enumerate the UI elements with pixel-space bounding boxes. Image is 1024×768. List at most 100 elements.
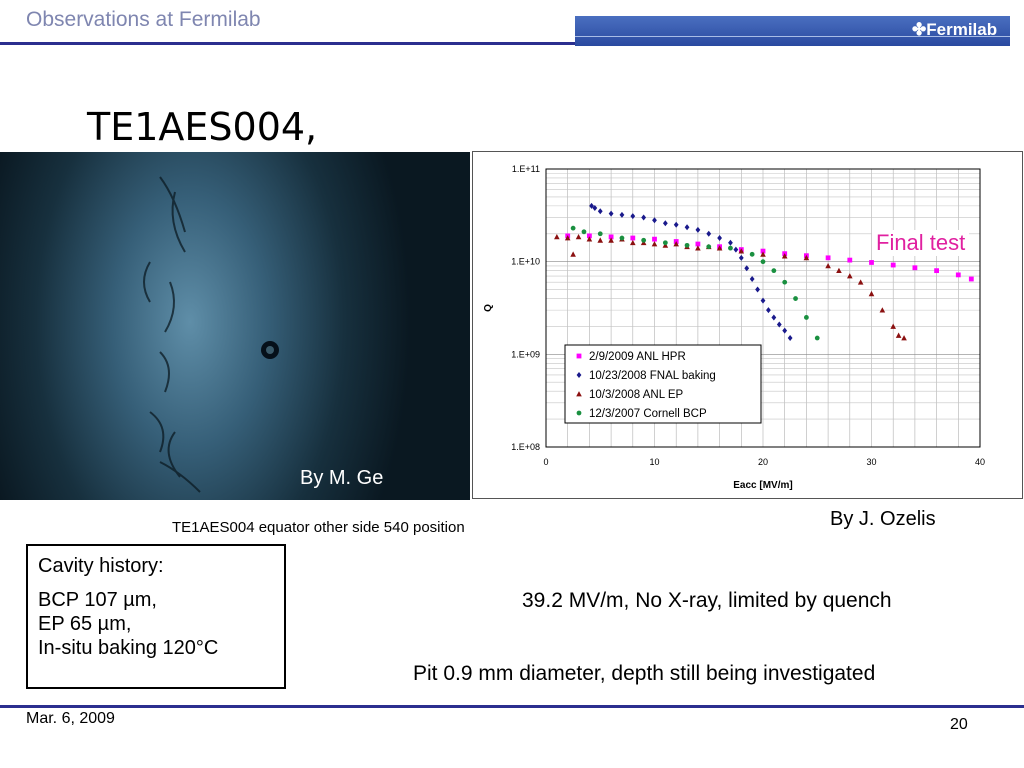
y-tick-label: 1.E+09 xyxy=(511,349,540,359)
data-point xyxy=(619,235,625,241)
cavity-photo-graphic xyxy=(143,176,279,493)
y-tick-label: 1.E+10 xyxy=(511,257,540,267)
data-point xyxy=(728,245,733,251)
data-point xyxy=(760,251,766,257)
data-point xyxy=(890,262,896,268)
chart-svg: 1.E+08 1.E+09 1.E+10 1.E+11 0 10 20 30 40 Eacc … xyxy=(483,164,985,491)
data-point xyxy=(787,335,793,342)
data-point xyxy=(641,237,647,243)
data-point xyxy=(706,230,712,237)
data-point xyxy=(901,335,907,341)
data-point xyxy=(895,332,902,338)
x-tick-label: 40 xyxy=(975,457,985,467)
data-point xyxy=(651,241,658,247)
data-point xyxy=(968,276,974,282)
data-point xyxy=(890,323,896,329)
data-point xyxy=(749,276,755,283)
data-point xyxy=(608,237,614,243)
data-point xyxy=(695,245,701,251)
data-point xyxy=(717,235,722,242)
chart-credit: By J. Ozelis xyxy=(830,508,936,530)
data-point xyxy=(836,267,842,274)
history-heading: Cavity history: xyxy=(38,555,164,577)
data-point xyxy=(760,297,766,304)
data-point xyxy=(652,236,657,242)
data-point xyxy=(564,235,571,241)
data-point xyxy=(912,265,918,271)
data-point xyxy=(587,233,592,239)
data-point xyxy=(782,327,788,334)
page-number: 20 xyxy=(950,716,968,733)
data-point xyxy=(673,221,679,228)
data-point xyxy=(760,259,766,265)
legend-entry: 12/3/2007 Cornell BCP xyxy=(589,408,707,420)
data-point xyxy=(554,234,560,240)
data-point xyxy=(934,268,939,274)
data-point xyxy=(575,234,582,240)
data-point xyxy=(662,220,668,227)
y-tick-label: 1.E+11 xyxy=(512,164,540,174)
data-point xyxy=(803,254,810,261)
data-point xyxy=(771,268,777,274)
data-point xyxy=(695,241,701,247)
x-tick-label: 30 xyxy=(866,457,876,467)
data-point xyxy=(619,211,625,218)
gradient-note: 39.2 MV/m, No X-ray, limited by quench xyxy=(522,589,892,612)
plot-area-frame xyxy=(545,168,981,448)
y-axis-label: Q xyxy=(483,304,494,312)
data-point xyxy=(771,314,777,321)
history-line: EP 65 µm, xyxy=(38,613,132,635)
data-point xyxy=(847,273,853,279)
data-point xyxy=(879,307,886,313)
footer-date: Mar. 6, 2009 xyxy=(26,710,115,727)
data-point xyxy=(630,213,636,220)
data-point xyxy=(814,335,820,341)
data-point xyxy=(716,245,723,251)
data-point xyxy=(793,296,798,301)
legend-marker xyxy=(576,372,582,378)
data-point xyxy=(673,241,679,247)
pit-note: Pit 0.9 mm diameter, depth still being i… xyxy=(413,662,876,685)
legend-entry: 10/23/2008 FNAL baking xyxy=(589,370,716,382)
data-point xyxy=(630,235,636,241)
header-title: Observations at Fermilab xyxy=(26,8,261,31)
data-point xyxy=(825,255,831,261)
data-point xyxy=(597,231,603,237)
data-point xyxy=(695,226,701,233)
fermilab-logo: ✤Fermilab xyxy=(912,20,998,39)
cavity-history-box: Cavity history: BCP 107 µm, EP 65 µm, In… xyxy=(26,544,286,689)
final-test-label: Final test xyxy=(872,230,970,256)
data-point xyxy=(760,248,766,254)
data-point xyxy=(781,253,788,259)
data-point xyxy=(706,244,712,250)
legend-entry: 10/3/2008 ANL EP xyxy=(589,389,684,401)
data-point xyxy=(630,239,636,246)
data-point xyxy=(776,321,782,328)
data-point xyxy=(641,214,647,221)
legend-box xyxy=(564,344,762,424)
cavity-photo xyxy=(0,152,470,500)
data-point xyxy=(597,208,603,215)
data-point xyxy=(684,224,690,231)
legend-marker xyxy=(576,353,582,359)
legend-entry: 2/9/2009 ANL HPR xyxy=(589,351,686,363)
chart-legend: 2/9/2009 ANL HPR 10/23/2008 FNAL baking 10… xyxy=(564,344,762,424)
data-point xyxy=(738,248,745,254)
photo-credit: By M. Ge xyxy=(300,467,384,489)
data-point xyxy=(728,239,733,246)
history-line: In-situ baking 120°C xyxy=(38,637,219,659)
data-point xyxy=(955,272,961,278)
data-point xyxy=(592,204,598,211)
data-point xyxy=(608,210,614,217)
legend-marker xyxy=(576,391,582,397)
data-point xyxy=(589,202,594,209)
header-bar-line xyxy=(575,36,1010,37)
data-point xyxy=(662,240,668,246)
header-bar xyxy=(575,16,1010,46)
data-point xyxy=(847,257,853,263)
data-point xyxy=(684,242,690,248)
q-vs-eacc-chart: 1.E+08 1.E+09 1.E+10 1.E+11 0 10 20 30 40 Eacc … xyxy=(472,151,1023,499)
data-point xyxy=(869,260,874,265)
data-point xyxy=(733,246,739,253)
data-point xyxy=(581,229,587,235)
